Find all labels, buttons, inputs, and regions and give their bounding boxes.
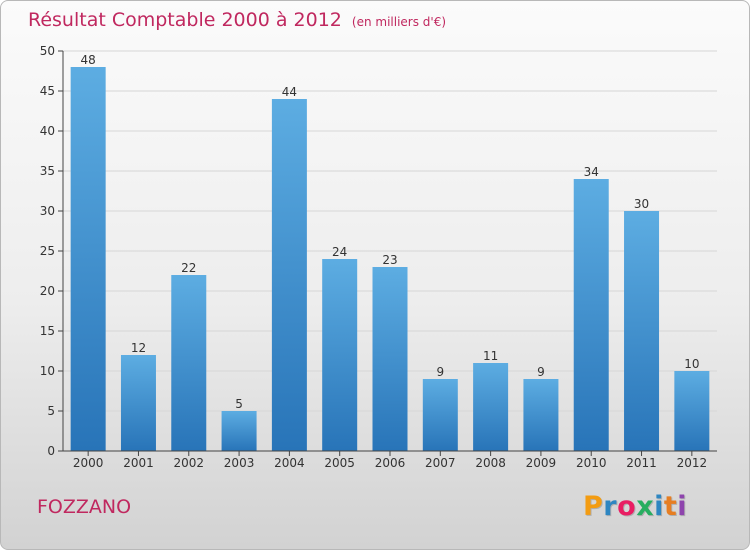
y-tick-label: 25 [40, 244, 55, 258]
x-tick-label: 2010 [576, 456, 607, 470]
y-tick-label: 5 [47, 404, 55, 418]
x-tick-label: 2009 [526, 456, 557, 470]
bar [624, 211, 660, 451]
logo-letter: i [677, 491, 688, 522]
x-tick-label: 2006 [375, 456, 406, 470]
y-tick-label: 30 [40, 204, 55, 218]
data-label: 5 [235, 397, 243, 411]
x-tick-label: 2007 [425, 456, 456, 470]
data-label: 24 [332, 245, 347, 259]
bar [372, 267, 408, 451]
bar [322, 259, 358, 451]
y-tick-label: 20 [40, 284, 55, 298]
data-label: 10 [684, 357, 699, 371]
logo-letter: t [663, 491, 678, 522]
bar [271, 99, 307, 451]
y-tick-label: 15 [40, 324, 55, 338]
x-tick-label: 2000 [73, 456, 104, 470]
data-label: 9 [436, 365, 444, 379]
proxiti-logo: Proxiti [583, 491, 687, 522]
x-tick-label: 2004 [274, 456, 305, 470]
bar [70, 67, 106, 451]
title-main: Résultat Comptable 2000 à 2012 [28, 9, 342, 31]
data-label: 34 [584, 165, 599, 179]
axes: 0 5 10 15 20 25 30 35 40 45 50 2000 2001 2002 2003 2004… [40, 44, 717, 470]
bars [70, 67, 710, 451]
x-tick-label: 2012 [677, 456, 708, 470]
bar [473, 363, 509, 451]
data-label: 9 [537, 365, 545, 379]
logo-letter: P [583, 491, 604, 522]
bar [674, 371, 710, 451]
title-unit: (en milliers d'€) [351, 15, 447, 29]
y-tick-label: 45 [40, 84, 55, 98]
bar [171, 275, 207, 451]
bar [573, 179, 609, 451]
bar [523, 379, 559, 451]
chart-title: Résultat Comptable 2000 à 2012 (en millie… [28, 9, 446, 31]
y-tick-label: 50 [40, 44, 55, 58]
x-tick-label: 2005 [324, 456, 355, 470]
logo-letter: x [636, 491, 655, 522]
x-tick-label: 2008 [475, 456, 506, 470]
bar [422, 379, 458, 451]
data-label: 12 [131, 341, 146, 355]
bar [120, 355, 156, 451]
data-label: 48 [81, 53, 96, 67]
commune-name: FOZZANO [37, 496, 132, 518]
x-tick-label: 2003 [224, 456, 255, 470]
data-labels: 48 12 22 5 44 24 23 9 11 9 34 30 10 [81, 53, 700, 411]
y-tick-label: 0 [47, 444, 55, 458]
x-tick-label: 2002 [173, 456, 204, 470]
y-tick-label: 35 [40, 164, 55, 178]
data-label: 11 [483, 349, 498, 363]
logo-letter: o [617, 491, 637, 522]
x-tick-label: 2011 [626, 456, 657, 470]
y-tick-label: 40 [40, 124, 55, 138]
data-label: 22 [181, 261, 196, 275]
bar [221, 411, 257, 451]
logo-letter: r [603, 491, 618, 522]
y-tick-label: 10 [40, 364, 55, 378]
data-label: 30 [634, 197, 649, 211]
logo-letter: i [654, 491, 664, 522]
data-label: 23 [382, 253, 397, 267]
x-tick-label: 2001 [123, 456, 154, 470]
data-label: 44 [282, 85, 297, 99]
